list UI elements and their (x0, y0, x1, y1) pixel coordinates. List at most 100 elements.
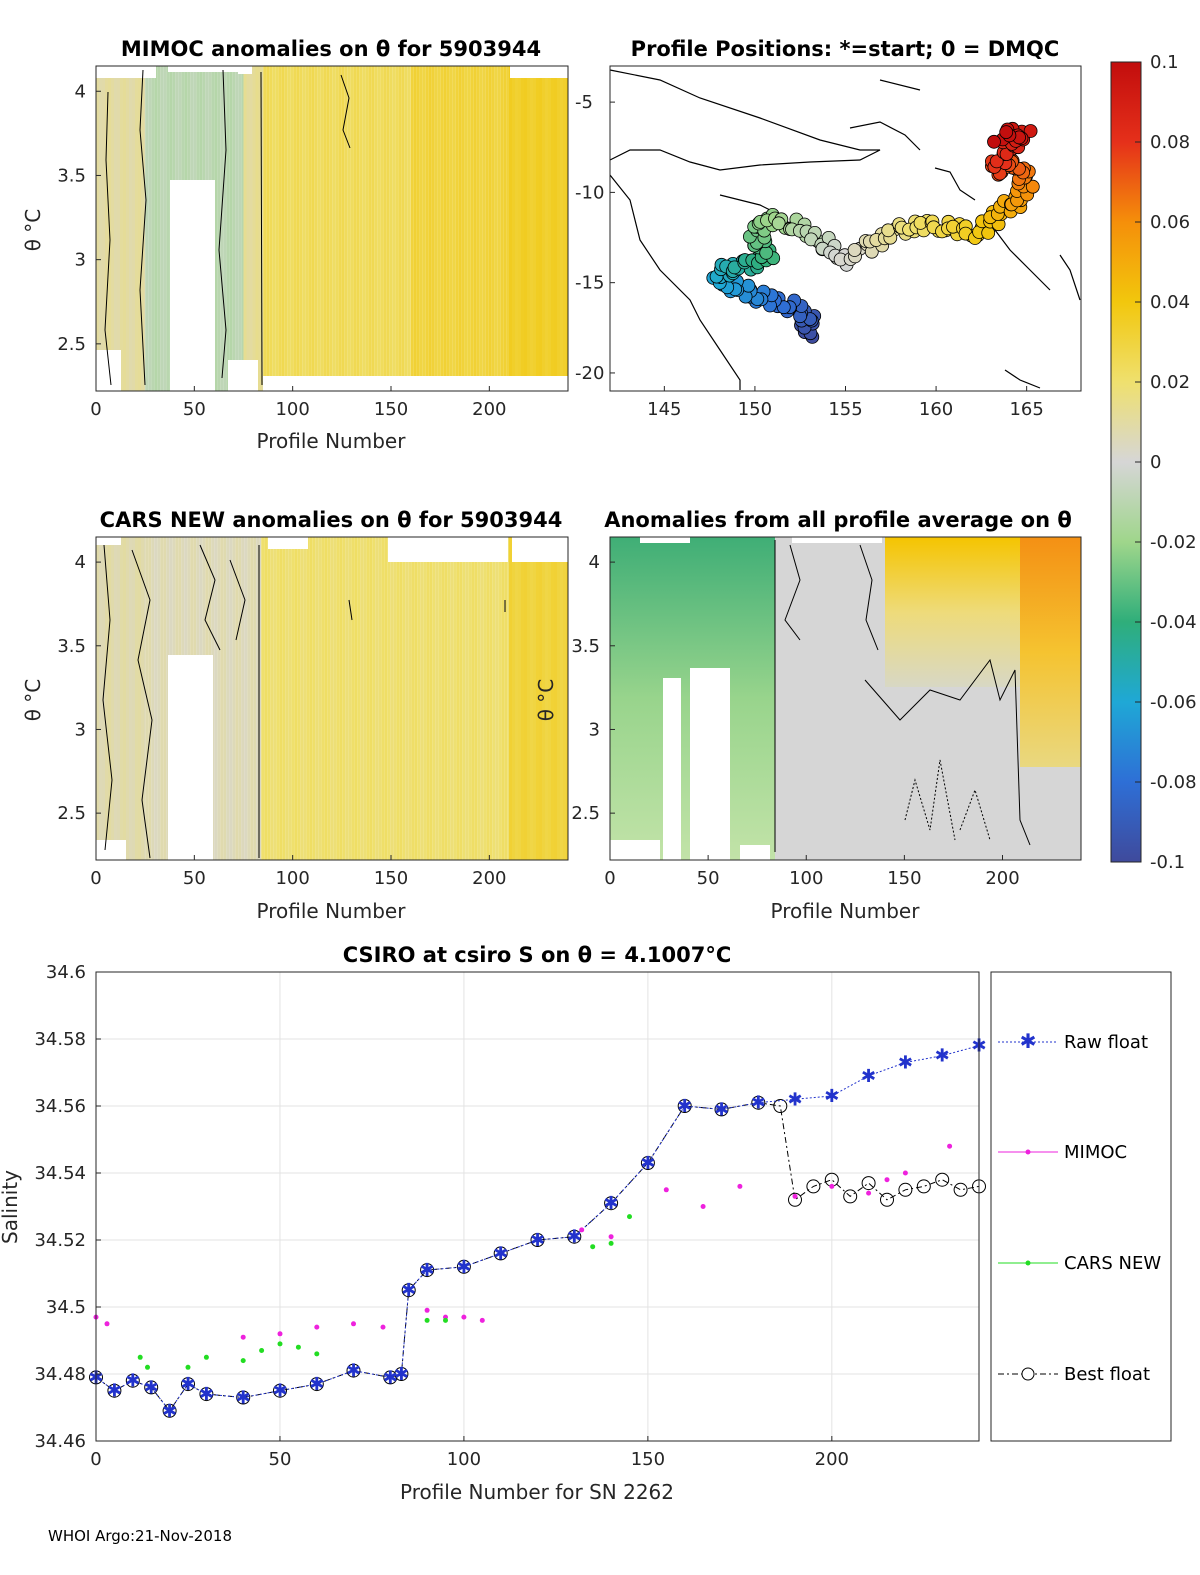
heatmap-cell (471, 537, 475, 860)
data-point (277, 1331, 283, 1337)
positions-x-ticks: 145 150 155 160 165 (647, 386, 1044, 420)
colorbar-tick-label: 0.08 (1150, 132, 1190, 153)
heatmap-cell (220, 66, 224, 391)
heatmap-cell (138, 66, 141, 391)
heatmap-cell (306, 537, 310, 860)
heatmap-cell (473, 66, 477, 391)
heatmap-cell (462, 537, 466, 860)
data-point (259, 1348, 265, 1353)
x-tick-label: 150 (738, 399, 772, 420)
colorbar-tick-label: 0.04 (1150, 292, 1190, 313)
legend-entry-best: Best float (998, 1364, 1150, 1385)
data-point: ✱ (714, 1099, 729, 1120)
profile-position-marker (1023, 124, 1038, 138)
data-point (277, 1341, 283, 1347)
heatmap-cell (374, 66, 378, 391)
heatmap-cell (509, 537, 512, 860)
data-point: ✱ (935, 1046, 950, 1067)
mimoc-title: MIMOC anomalies on θ for 5903944 (121, 37, 541, 61)
heatmap-cell (545, 66, 548, 391)
data-point (351, 1321, 356, 1327)
data-point (788, 1192, 802, 1207)
footer-stamp: WHOI Argo:21-Nov-2018 (48, 1527, 232, 1545)
heatmap-gap (96, 537, 121, 545)
heatmap-cell (329, 66, 333, 391)
legend-box (990, 971, 1172, 1442)
x-tick-label: 100 (447, 1449, 481, 1470)
heatmap-cell (396, 537, 400, 860)
heatmap-cell (444, 537, 448, 860)
data-point (700, 1204, 706, 1209)
x-tick-label: 100 (789, 868, 823, 889)
panel-allavg: Anomalies from all profile average on θ … (534, 508, 1082, 923)
data-point (240, 1358, 246, 1364)
y-tick-label: 3.5 (57, 165, 86, 186)
allavg-xlabel: Profile Number (771, 899, 921, 923)
heatmap-cell (378, 537, 382, 860)
heatmap-cell (494, 66, 498, 391)
heatmap-cell (120, 537, 123, 860)
allavg-dotted-contours (904, 759, 991, 841)
heatmap-cell (261, 66, 264, 391)
heatmap-cell (413, 66, 417, 391)
colorbar-tick-label: -0.04 (1150, 612, 1197, 633)
data-point (236, 1390, 251, 1405)
heatmap-cell (362, 66, 366, 391)
heatmap-cell (507, 537, 509, 860)
data-point (829, 1183, 835, 1189)
panel-salinity: CSIRO at csiro S on θ = 4.1007°C ✱✱ ✱ ✱✱✱ ✱… (0, 943, 987, 1504)
heatmap-cell (214, 537, 218, 860)
heatmap-cell (452, 66, 456, 391)
data-point (461, 1314, 467, 1320)
heatmap-cell (392, 66, 396, 391)
heatmap-cell (308, 66, 312, 391)
heatmap-gap (238, 66, 252, 74)
heatmap-cell (387, 537, 391, 860)
heatmap-cell (102, 66, 105, 391)
heatmap-cell (414, 537, 418, 860)
heatmap-cell (342, 537, 346, 860)
data-point (346, 1363, 361, 1378)
heatmap-cell (163, 537, 167, 860)
heatmap-cell (509, 66, 512, 391)
data-point (240, 1334, 246, 1340)
heatmap-cell (369, 537, 373, 860)
panel-positions: Profile Positions: *=start; 0 = DMQC 145… (575, 37, 1082, 420)
heatmap-cell (419, 66, 423, 391)
data-point (273, 1383, 287, 1398)
cars-title: CARS NEW anomalies on θ for 5903944 (100, 508, 563, 532)
heatmap-cell (501, 537, 505, 860)
data-point (590, 1244, 596, 1250)
heatmap-cell (226, 66, 230, 391)
data-point (181, 1377, 195, 1392)
heatmap-cell (148, 66, 152, 391)
y-tick-label: 3.5 (571, 636, 600, 657)
allavg-y-ticks: 4 3.5 3 2.5 (571, 552, 615, 824)
allavg-ylabel: θ °C (534, 679, 558, 722)
heatmap-cell (256, 537, 260, 860)
heatmap-cell (482, 66, 486, 391)
salinity-axes-box (95, 971, 980, 1442)
heatmap-cell (282, 537, 286, 860)
heatmap-cell (365, 66, 369, 391)
heatmap-cell (148, 537, 152, 860)
heatmap-cell (324, 537, 328, 860)
heatmap-cell (410, 66, 414, 391)
data-point (792, 1193, 798, 1199)
data-point: ✱ (898, 1053, 913, 1074)
data-point (456, 1259, 471, 1274)
data-point: ✱ (604, 1193, 619, 1214)
heatmap-cell (247, 537, 251, 860)
data-point: ✱ (199, 1384, 214, 1405)
heatmap-cell (294, 537, 298, 860)
heatmap-cell (261, 537, 265, 860)
heatmap-cell (431, 66, 435, 391)
heatmap-cell (351, 537, 355, 860)
x-tick-label: 150 (631, 1449, 665, 1470)
x-tick-label: 165 (1009, 399, 1043, 420)
x-tick-label: 150 (374, 399, 408, 420)
x-tick-label: 150 (887, 868, 921, 889)
heatmap-cell (380, 66, 384, 391)
data-point (935, 1172, 950, 1187)
x-tick-label: 100 (275, 399, 309, 420)
